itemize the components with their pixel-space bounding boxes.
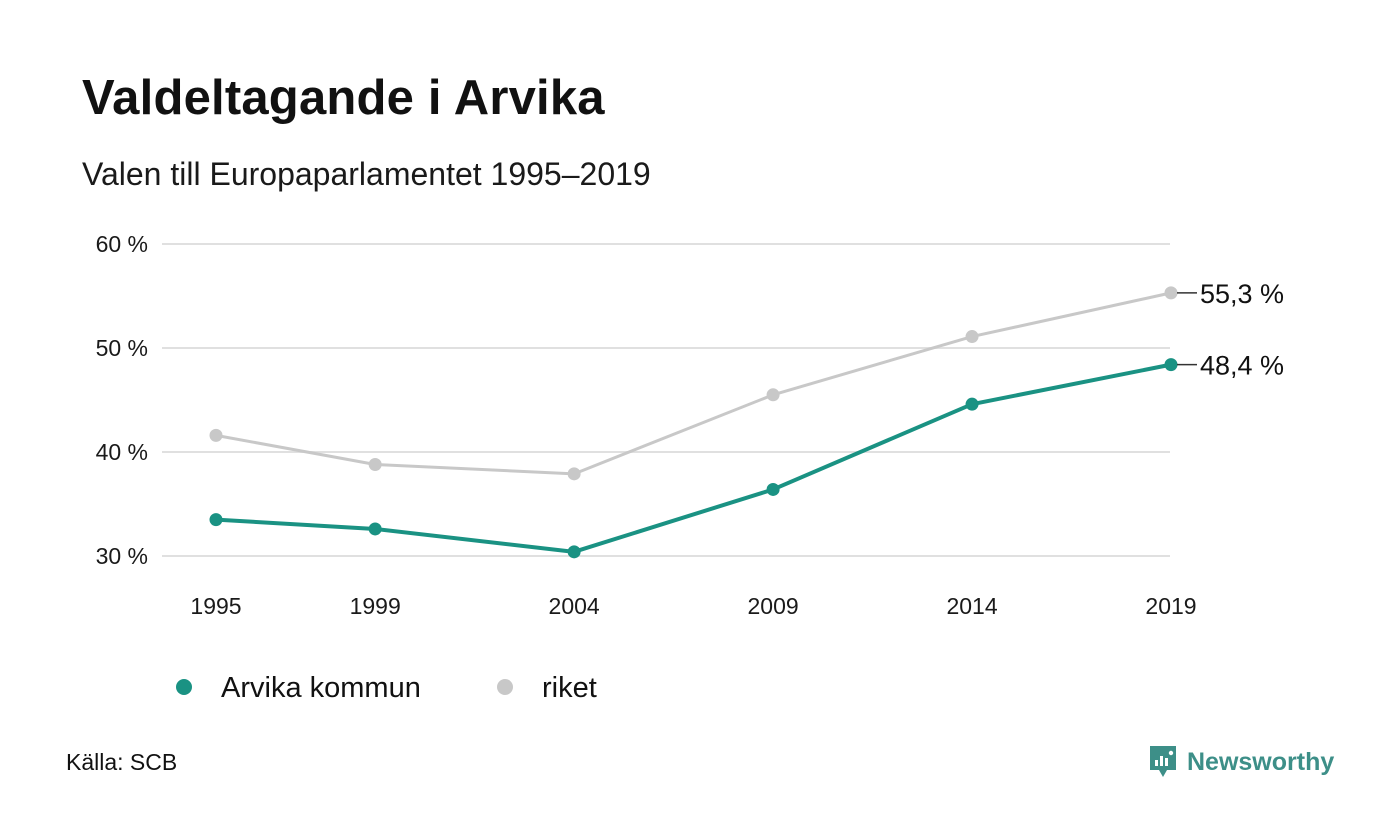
data-point-riket-2004: [567, 467, 581, 481]
data-point-arvika-kommun-1995: [209, 513, 223, 527]
y-tick-label: 30 %: [96, 543, 148, 569]
brand-logo: Newsworthy: [1148, 744, 1334, 780]
data-point-riket-2014: [965, 330, 979, 344]
newsworthy-logo-icon: [1150, 746, 1176, 777]
x-axis-ticks: 1995 1999 2004 2009 2014 2019: [190, 593, 1196, 619]
source-note: Källa: SCB: [66, 749, 178, 775]
legend: Arvika kommun riket: [176, 672, 597, 704]
x-tick-label: 2009: [747, 593, 798, 619]
x-tick-label: 2014: [946, 593, 997, 619]
series-lines: [209, 286, 1178, 559]
end-label-arvika-kommun: 48,4 %: [1200, 351, 1284, 381]
data-point-arvika-kommun-2009: [766, 482, 780, 496]
y-tick-label: 60 %: [96, 231, 148, 257]
data-point-arvika-kommun-1999: [368, 522, 382, 536]
grid-lines: [162, 243, 1170, 557]
legend-marker-arvika-kommun: [176, 679, 192, 695]
data-point-riket-1999: [368, 457, 382, 471]
chart-title: Valdeltagande i Arvika: [82, 71, 605, 125]
x-tick-label: 2004: [549, 593, 600, 619]
data-point-arvika-kommun-2004: [567, 545, 581, 559]
data-point-riket-1995: [209, 428, 223, 442]
end-labels: 55,3 % 48,4 %: [1177, 279, 1284, 381]
x-tick-label: 1995: [190, 593, 241, 619]
data-point-arvika-kommun-2019: [1164, 358, 1178, 372]
data-point-arvika-kommun-2014: [965, 397, 979, 411]
brand-name: Newsworthy: [1187, 747, 1335, 776]
x-tick-label: 1999: [350, 593, 401, 619]
y-tick-label: 50 %: [96, 335, 148, 361]
y-axis-ticks: 30 % 40 % 50 % 60 %: [96, 231, 148, 569]
data-point-riket-2019: [1164, 286, 1178, 300]
series-line-riket: [214, 291, 1173, 476]
chart-subtitle: Valen till Europaparlamentet 1995–2019: [82, 156, 651, 192]
legend-marker-riket: [497, 679, 513, 695]
end-label-riket: 55,3 %: [1200, 279, 1284, 309]
y-tick-label: 40 %: [96, 439, 148, 465]
series-line-arvika-kommun: [214, 362, 1173, 554]
legend-label-riket: riket: [542, 672, 597, 704]
data-point-riket-2009: [766, 388, 780, 402]
legend-label-arvika-kommun: Arvika kommun: [221, 672, 421, 704]
x-tick-label: 2019: [1145, 593, 1196, 619]
